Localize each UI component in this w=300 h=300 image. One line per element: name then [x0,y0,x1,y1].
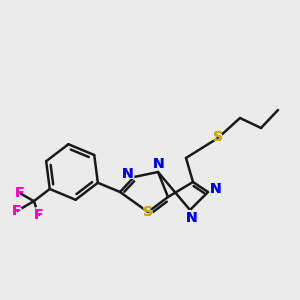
Text: N: N [121,165,135,183]
Text: F: F [11,202,22,220]
Text: S: S [142,203,154,221]
Text: N: N [122,167,134,181]
Text: F: F [34,208,44,222]
Text: S: S [143,205,153,219]
Text: N: N [153,157,165,171]
Text: N: N [153,157,165,171]
Text: N: N [210,182,222,196]
Text: N: N [152,155,166,173]
Text: S: S [212,127,224,145]
Text: N: N [210,182,222,196]
Text: N: N [185,209,199,227]
Text: S: S [213,130,223,144]
Text: S: S [213,130,223,144]
Text: F: F [15,186,25,200]
Text: N: N [186,211,198,225]
Text: N: N [186,211,198,225]
Text: F: F [15,186,25,200]
Text: F: F [12,204,22,218]
Text: F: F [12,204,22,218]
Text: N: N [122,167,134,181]
Text: F: F [34,208,44,222]
Text: N: N [209,180,223,198]
Text: F: F [14,184,26,202]
Text: F: F [33,206,44,224]
Text: S: S [143,205,153,219]
